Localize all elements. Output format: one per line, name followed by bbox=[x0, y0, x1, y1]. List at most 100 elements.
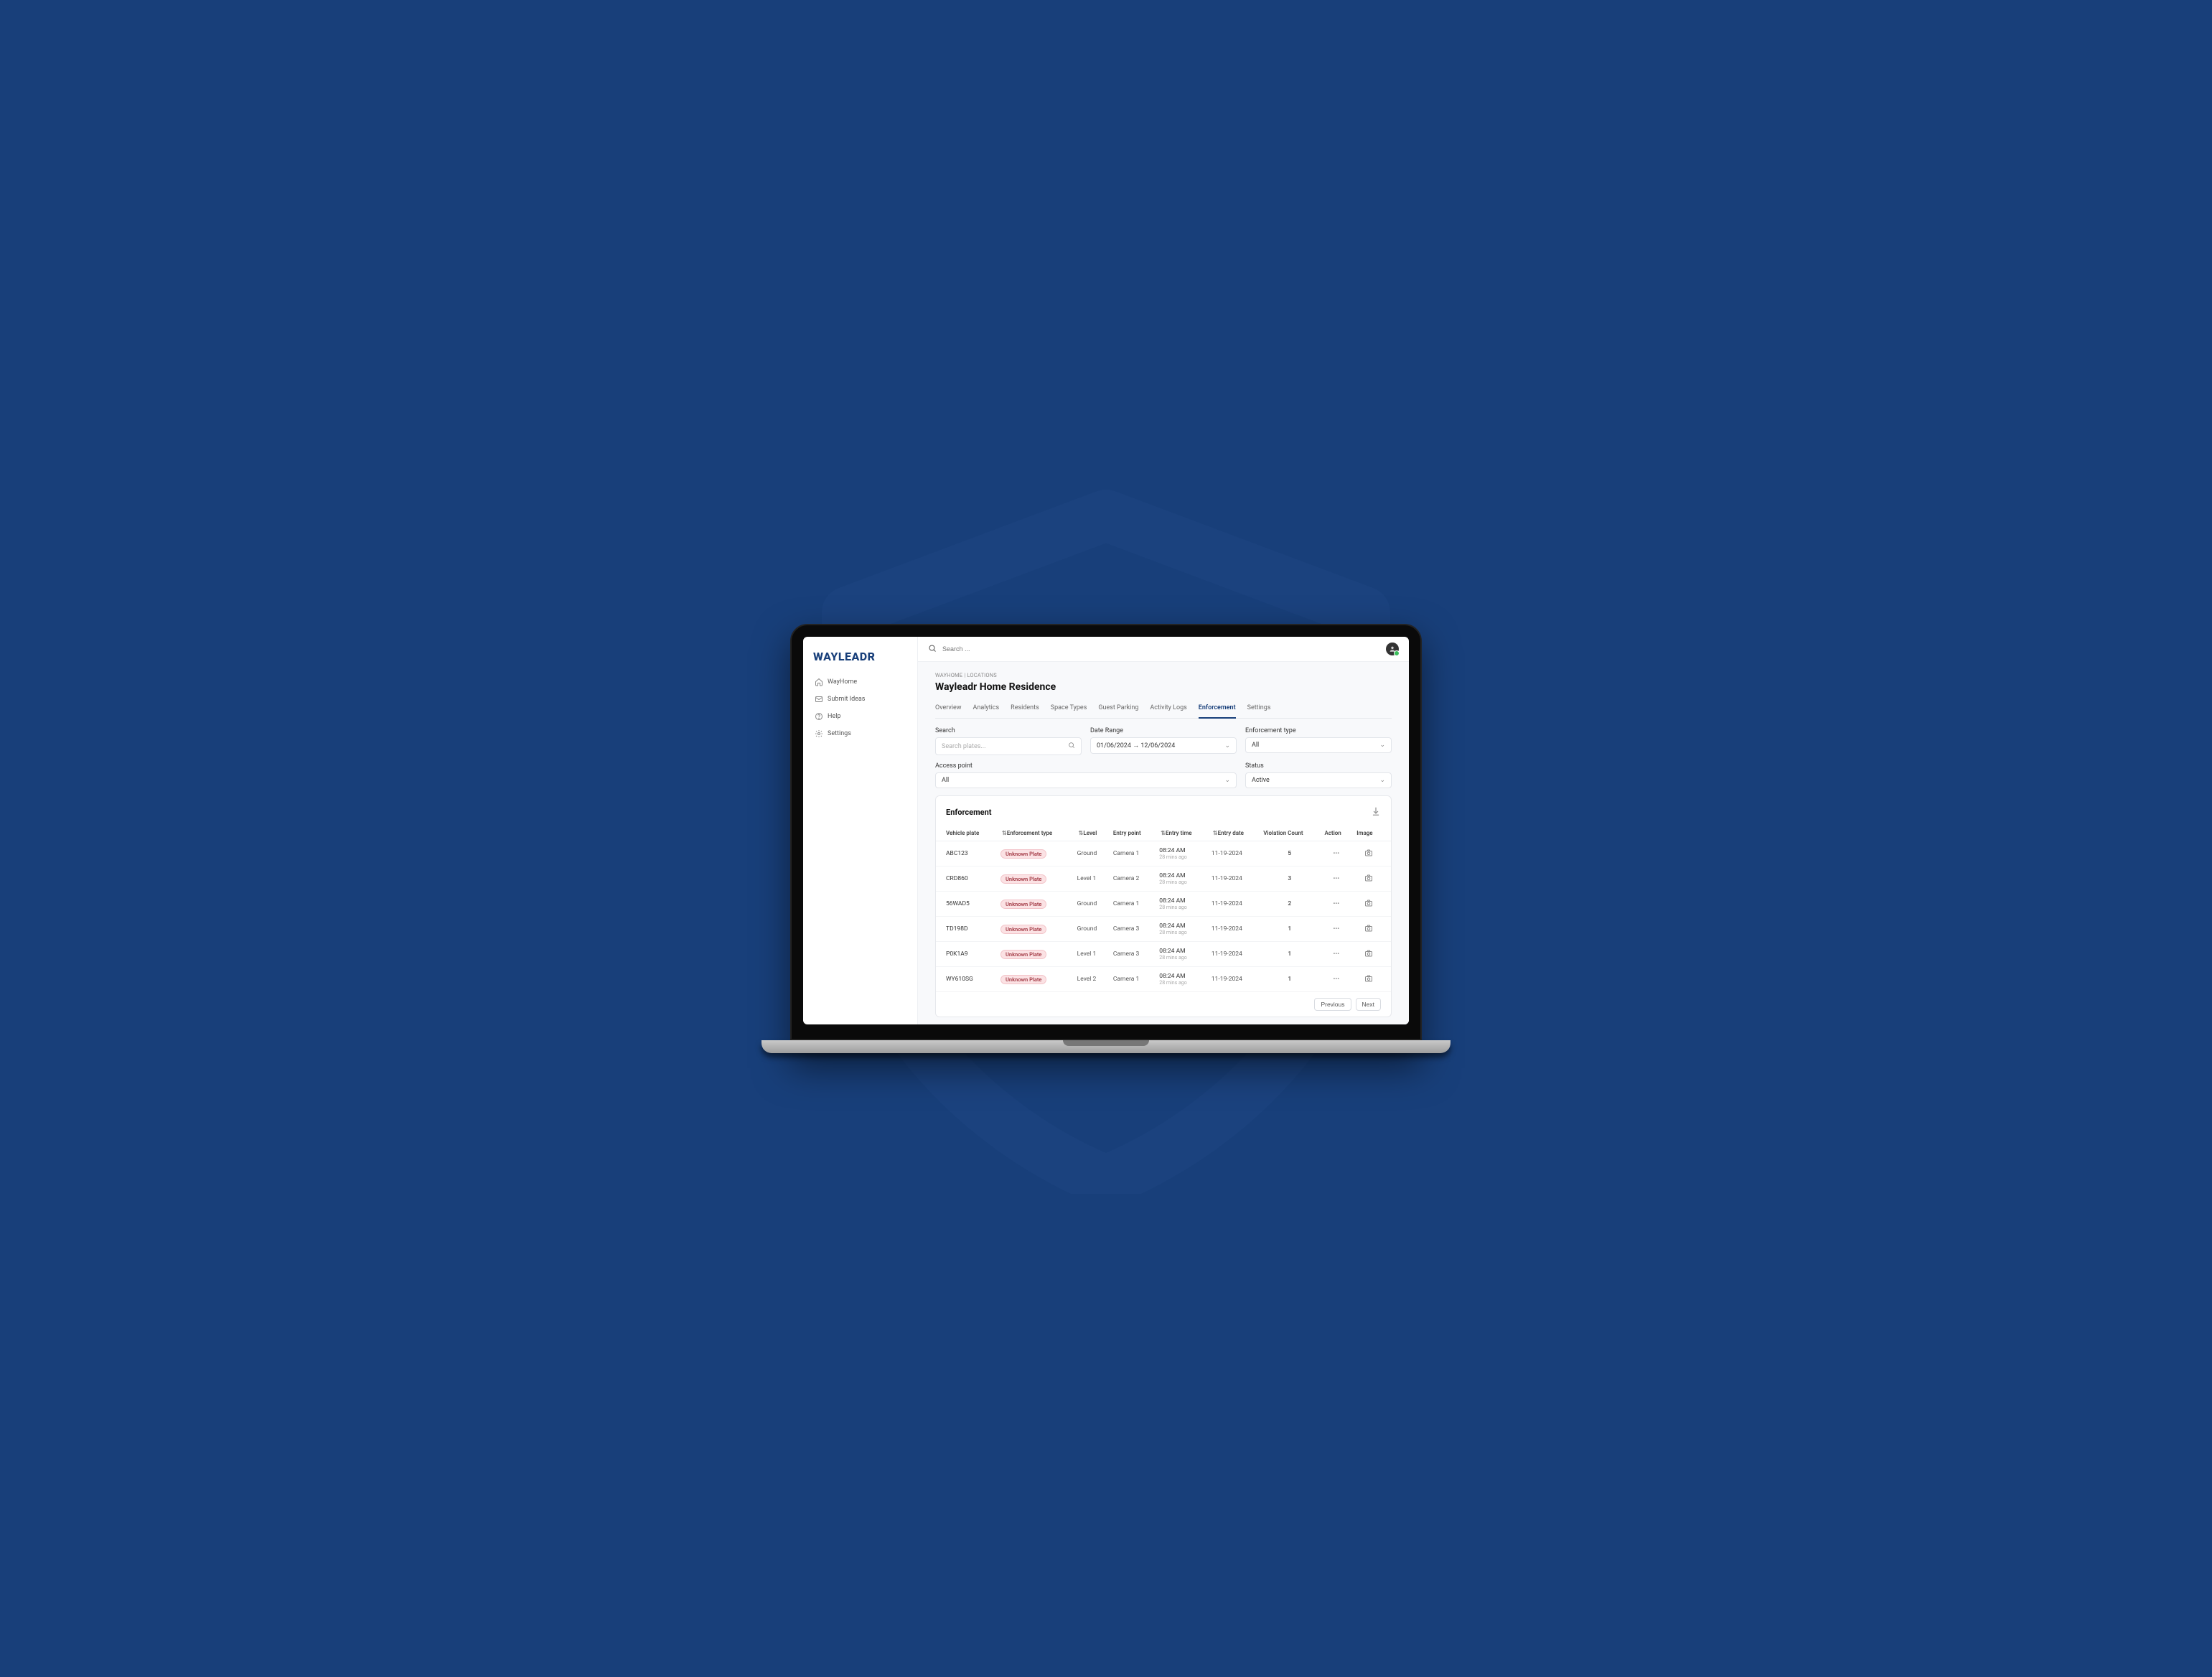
laptop-mockup: WAYLEADR WayHome Submit Ideas bbox=[790, 624, 1422, 1053]
tab-settings[interactable]: Settings bbox=[1247, 700, 1271, 718]
global-search-input[interactable] bbox=[942, 645, 1380, 653]
home-icon bbox=[815, 678, 823, 686]
tab-overview[interactable]: Overview bbox=[935, 700, 961, 718]
column-header: Vehicle plate bbox=[936, 826, 996, 841]
cell-plate: CRD860 bbox=[936, 866, 996, 892]
column-header[interactable]: ⇅Entry date bbox=[1207, 826, 1259, 841]
table-row: 56WAD5Unknown PlateGroundCamera 108:24 A… bbox=[936, 892, 1391, 917]
row-action-menu[interactable]: ••• bbox=[1321, 917, 1353, 942]
row-action-menu[interactable]: ••• bbox=[1321, 866, 1353, 892]
table-row: TD198DUnknown PlateGroundCamera 308:24 A… bbox=[936, 917, 1391, 942]
filter-label: Status bbox=[1245, 762, 1392, 770]
laptop-base bbox=[761, 1040, 1451, 1053]
filter-label: Access point bbox=[935, 762, 1237, 770]
row-image-button[interactable] bbox=[1352, 942, 1391, 967]
cell-plate: 56WAD5 bbox=[936, 892, 996, 917]
page-title: Wayleadr Home Residence bbox=[935, 681, 1392, 693]
cell-entry-time: 08:24 AM28 mins ago bbox=[1155, 967, 1207, 992]
sidebar-item-wayhome[interactable]: WayHome bbox=[812, 673, 909, 691]
row-action-menu[interactable]: ••• bbox=[1321, 967, 1353, 992]
date-range-select[interactable]: 01/06/2024 → 12/06/2024 ⌄ bbox=[1090, 737, 1237, 754]
prev-button[interactable]: Previous bbox=[1314, 998, 1351, 1011]
tab-space-types[interactable]: Space Types bbox=[1051, 700, 1087, 718]
gear-icon bbox=[815, 729, 823, 738]
cell-entry-point: Camera 1 bbox=[1109, 841, 1155, 866]
next-button[interactable]: Next bbox=[1356, 998, 1381, 1011]
sidebar-item-settings[interactable]: Settings bbox=[812, 725, 909, 742]
download-icon[interactable] bbox=[1371, 806, 1381, 818]
column-header: Violation Count bbox=[1259, 826, 1320, 841]
status-value: Active bbox=[1252, 777, 1270, 784]
cell-entry-date: 11-19-2024 bbox=[1207, 942, 1259, 967]
cell-entry-time: 08:24 AM28 mins ago bbox=[1155, 866, 1207, 892]
sort-icon: ⇅ bbox=[1213, 830, 1218, 836]
user-avatar[interactable] bbox=[1386, 643, 1399, 655]
enforcement-card: Enforcement Vehicle plate⇅Enforcement ty… bbox=[935, 795, 1392, 1017]
sidebar-item-label: Submit Ideas bbox=[828, 696, 865, 703]
sort-icon: ⇅ bbox=[1079, 830, 1084, 836]
column-header: Image bbox=[1352, 826, 1391, 841]
cell-violation-count: 1 bbox=[1259, 967, 1320, 992]
camera-icon bbox=[1364, 877, 1373, 884]
cell-level: Level 1 bbox=[1073, 942, 1109, 967]
tab-analytics[interactable]: Analytics bbox=[973, 700, 999, 718]
column-header[interactable]: ⇅Entry time bbox=[1155, 826, 1207, 841]
tab-activity-logs[interactable]: Activity Logs bbox=[1150, 700, 1186, 718]
cell-violation-count: 3 bbox=[1259, 866, 1320, 892]
camera-icon bbox=[1364, 852, 1373, 859]
cell-plate: ABC123 bbox=[936, 841, 996, 866]
filter-status: Status Active ⌄ bbox=[1245, 762, 1392, 788]
row-image-button[interactable] bbox=[1352, 866, 1391, 892]
date-range-value: 01/06/2024 → 12/06/2024 bbox=[1097, 742, 1175, 749]
status-select[interactable]: Active ⌄ bbox=[1245, 772, 1392, 788]
cell-level: Level 2 bbox=[1073, 967, 1109, 992]
sidebar-item-help[interactable]: Help bbox=[812, 708, 909, 725]
row-image-button[interactable] bbox=[1352, 917, 1391, 942]
topbar bbox=[918, 637, 1409, 662]
tab-guest-parking[interactable]: Guest Parking bbox=[1098, 700, 1138, 718]
table-row: P0K1A9Unknown PlateLevel 1Camera 308:24 … bbox=[936, 942, 1391, 967]
filter-search: Search Search plates... bbox=[935, 727, 1082, 755]
cell-enforcement-type: Unknown Plate bbox=[996, 892, 1073, 917]
enforcement-type-select[interactable]: All ⌄ bbox=[1245, 737, 1392, 753]
table-row: WY610SGUnknown PlateLevel 2Camera 108:24… bbox=[936, 967, 1391, 992]
unknown-plate-badge: Unknown Plate bbox=[1000, 925, 1046, 934]
cell-entry-point: Camera 3 bbox=[1109, 942, 1155, 967]
filter-access-point: Access point All ⌄ bbox=[935, 762, 1237, 788]
tab-bar: Overview Analytics Residents Space Types Gue… bbox=[935, 700, 1392, 719]
cell-enforcement-type: Unknown Plate bbox=[996, 942, 1073, 967]
row-image-button[interactable] bbox=[1352, 967, 1391, 992]
row-action-menu[interactable]: ••• bbox=[1321, 942, 1353, 967]
column-header: Action bbox=[1321, 826, 1353, 841]
column-header[interactable]: ⇅Level bbox=[1073, 826, 1109, 841]
access-point-select[interactable]: All ⌄ bbox=[935, 772, 1237, 788]
tab-enforcement[interactable]: Enforcement bbox=[1199, 700, 1236, 719]
sidebar: WAYLEADR WayHome Submit Ideas bbox=[803, 637, 918, 1024]
sidebar-item-submit-ideas[interactable]: Submit Ideas bbox=[812, 691, 909, 708]
cell-level: Ground bbox=[1073, 917, 1109, 942]
sort-icon: ⇅ bbox=[1161, 830, 1166, 836]
tab-residents[interactable]: Residents bbox=[1011, 700, 1039, 718]
cell-entry-date: 11-19-2024 bbox=[1207, 917, 1259, 942]
page-content: WAYHOME | LOCATIONS Wayleadr Home Reside… bbox=[918, 662, 1409, 1024]
table-row: ABC123Unknown PlateGroundCamera 108:24 A… bbox=[936, 841, 1391, 866]
sort-icon: ⇅ bbox=[1002, 830, 1007, 836]
unknown-plate-badge: Unknown Plate bbox=[1000, 900, 1046, 909]
search-plates-input[interactable]: Search plates... bbox=[935, 737, 1082, 755]
cell-entry-time: 08:24 AM28 mins ago bbox=[1155, 917, 1207, 942]
unknown-plate-badge: Unknown Plate bbox=[1000, 874, 1046, 884]
chevron-down-icon: ⌄ bbox=[1224, 742, 1230, 749]
camera-icon bbox=[1364, 928, 1373, 935]
cell-entry-date: 11-19-2024 bbox=[1207, 967, 1259, 992]
breadcrumb: WAYHOME | LOCATIONS bbox=[935, 672, 1392, 678]
row-action-menu[interactable]: ••• bbox=[1321, 892, 1353, 917]
row-image-button[interactable] bbox=[1352, 892, 1391, 917]
camera-icon bbox=[1364, 953, 1373, 960]
row-image-button[interactable] bbox=[1352, 841, 1391, 866]
cell-enforcement-type: Unknown Plate bbox=[996, 967, 1073, 992]
chevron-down-icon: ⌄ bbox=[1379, 777, 1385, 784]
brand-logo: WAYLEADR bbox=[812, 647, 909, 673]
row-action-menu[interactable]: ••• bbox=[1321, 841, 1353, 866]
column-header[interactable]: ⇅Enforcement type bbox=[996, 826, 1073, 841]
cell-entry-point: Camera 2 bbox=[1109, 866, 1155, 892]
